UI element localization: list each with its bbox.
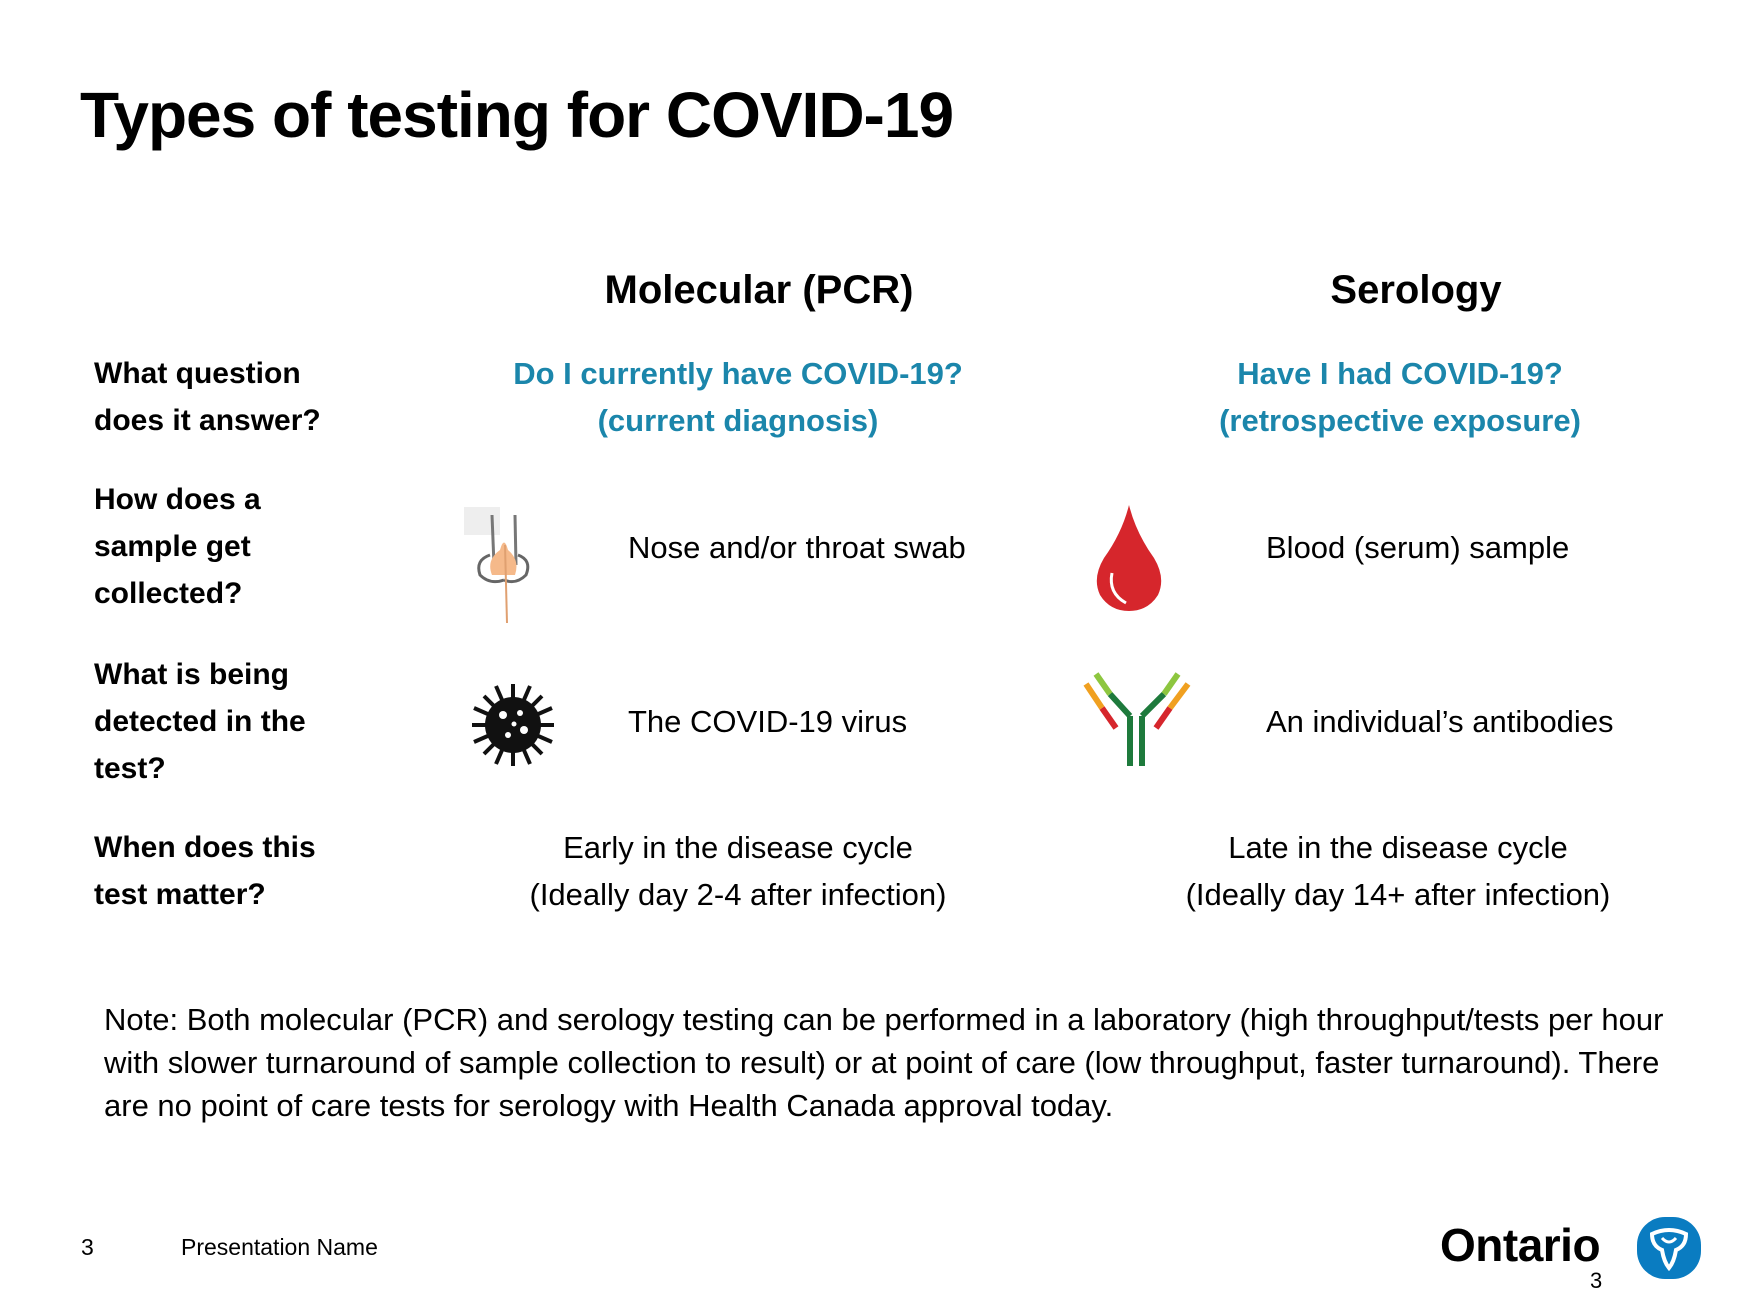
virus-icon bbox=[472, 684, 554, 766]
pcr-collection-text: Nose and/or throat swab bbox=[628, 530, 966, 565]
label-line: sample get bbox=[94, 530, 251, 563]
column-header-serology: Serology bbox=[1330, 268, 1502, 312]
label-line: What is being bbox=[94, 658, 289, 691]
note-text: Note: Both molecular (PCR) and serology … bbox=[104, 1002, 1664, 1123]
ontario-wordmark: Ontario bbox=[1440, 1219, 1601, 1271]
label-line: detected in the bbox=[94, 705, 306, 738]
blood-drop-icon bbox=[1096, 505, 1162, 611]
pcr-timing: Early in the disease cycle (Ideally day … bbox=[530, 824, 947, 918]
row-label-collection: How does a sample get collected? bbox=[94, 476, 261, 617]
serology-timing: Late in the disease cycle (Ideally day 1… bbox=[1186, 824, 1611, 918]
serology-timing-line: (Ideally day 14+ after infection) bbox=[1185, 877, 1611, 912]
serology-question: Have I had COVID-19? (retrospective expo… bbox=[1219, 350, 1581, 444]
label-line: test matter? bbox=[94, 878, 266, 911]
row-label-timing: When does this test matter? bbox=[94, 824, 316, 918]
row-label-question: What question does it answer? bbox=[94, 350, 321, 444]
page-number: 3 bbox=[1590, 1268, 1603, 1293]
pcr-timing-line: (Ideally day 2-4 after infection) bbox=[529, 877, 947, 912]
pcr-question-line: (current diagnosis) bbox=[597, 403, 879, 438]
label-line: When does this bbox=[94, 831, 316, 864]
nose-swab-icon bbox=[464, 507, 530, 624]
column-header-molecular: Molecular (PCR) bbox=[604, 268, 914, 312]
pcr-question-line: Do I currently have COVID-19? bbox=[513, 356, 963, 391]
label-line: does it answer? bbox=[94, 404, 321, 437]
label-line: test? bbox=[94, 752, 166, 785]
serology-question-line: (retrospective exposure) bbox=[1219, 403, 1581, 438]
label-line: collected? bbox=[94, 577, 243, 610]
serology-collection-text: Blood (serum) sample bbox=[1266, 530, 1570, 565]
serology-detected-text: An individual’s antibodies bbox=[1266, 704, 1614, 739]
label-line: How does a bbox=[94, 483, 261, 516]
antibody-icon bbox=[1083, 672, 1191, 766]
pcr-detected-text: The COVID-19 virus bbox=[628, 704, 908, 739]
row-label-detected: What is being detected in the test? bbox=[94, 651, 306, 792]
ontario-trillium-logo-icon bbox=[1637, 1217, 1701, 1279]
slide-title: Types of testing for COVID-19 bbox=[80, 79, 954, 151]
label-line: What question bbox=[94, 357, 301, 390]
slide-number: 3 bbox=[81, 1234, 94, 1260]
pcr-timing-line: Early in the disease cycle bbox=[563, 830, 913, 865]
presentation-name: Presentation Name bbox=[181, 1234, 378, 1260]
serology-timing-line: Late in the disease cycle bbox=[1228, 830, 1568, 865]
pcr-question: Do I currently have COVID-19? (current d… bbox=[513, 350, 963, 444]
serology-question-line: Have I had COVID-19? bbox=[1237, 356, 1563, 391]
